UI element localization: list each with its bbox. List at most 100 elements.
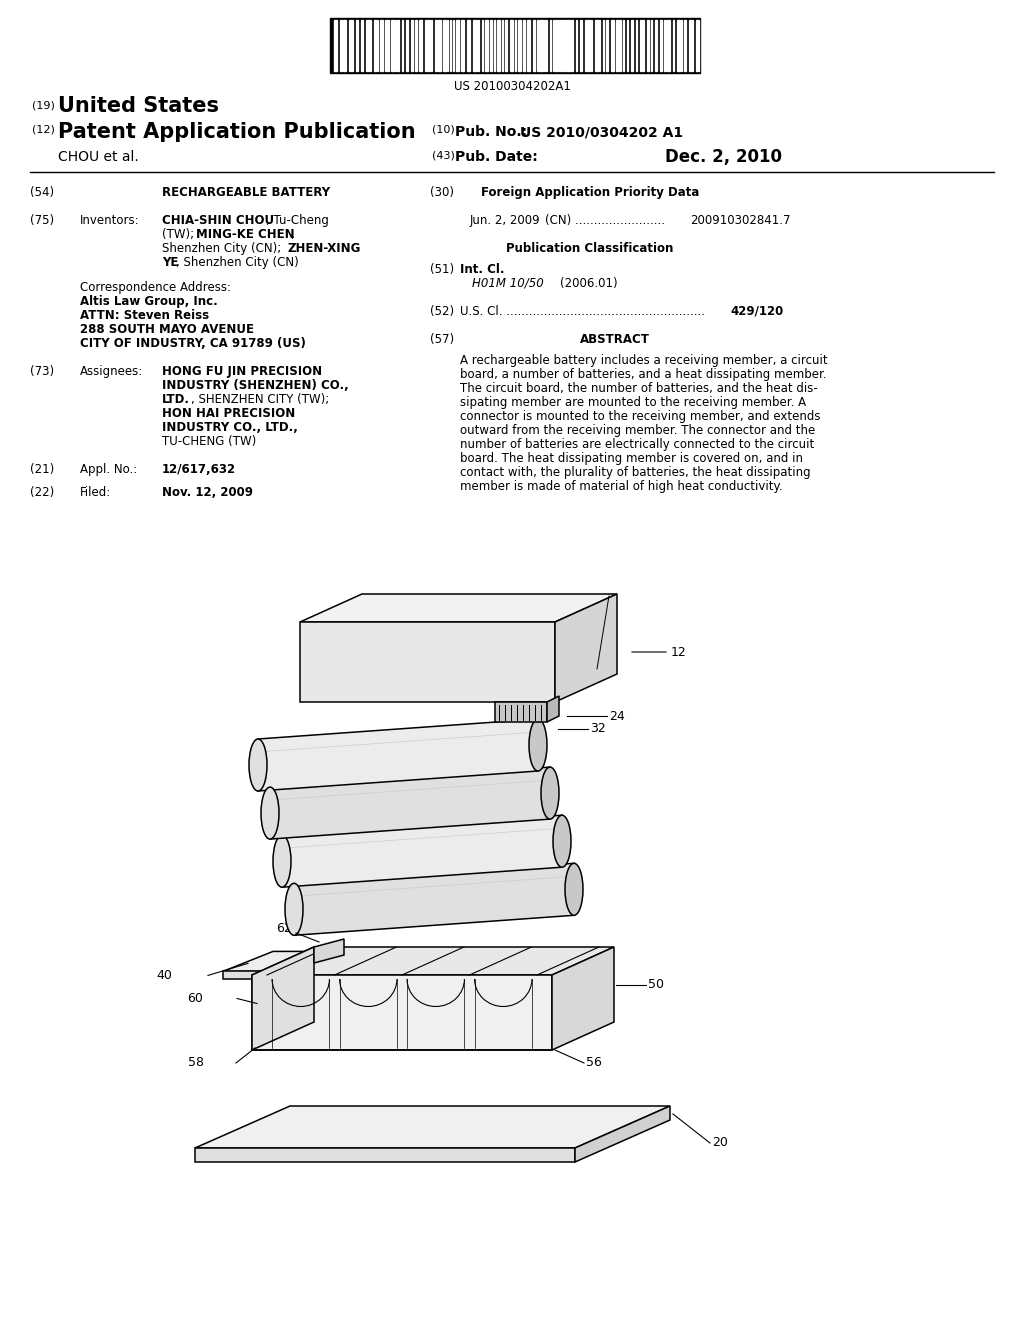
Text: Filed:: Filed: xyxy=(80,486,112,499)
Text: , SHENZHEN CITY (TW);: , SHENZHEN CITY (TW); xyxy=(191,393,330,407)
Bar xyxy=(677,20,680,71)
Bar xyxy=(494,20,495,71)
Bar xyxy=(411,20,413,71)
Bar xyxy=(667,20,670,71)
Ellipse shape xyxy=(273,836,291,887)
Text: (57): (57) xyxy=(430,333,454,346)
Polygon shape xyxy=(294,863,574,936)
Text: 429/120: 429/120 xyxy=(730,305,783,318)
Text: (10): (10) xyxy=(432,125,455,135)
Ellipse shape xyxy=(285,883,303,936)
Text: (75): (75) xyxy=(30,214,54,227)
Polygon shape xyxy=(252,946,614,975)
Ellipse shape xyxy=(261,787,279,840)
Ellipse shape xyxy=(553,816,571,867)
Bar xyxy=(688,20,690,71)
Bar xyxy=(618,20,621,71)
Bar xyxy=(374,20,376,71)
Text: INDUSTRY CO., LTD.,: INDUSTRY CO., LTD., xyxy=(162,421,298,434)
Bar xyxy=(377,20,378,71)
Text: Appl. No.:: Appl. No.: xyxy=(80,463,137,477)
Bar xyxy=(467,20,470,71)
Text: sipating member are mounted to the receiving member. A: sipating member are mounted to the recei… xyxy=(460,396,806,409)
Text: 56: 56 xyxy=(586,1056,602,1069)
Text: Shenzhen City (CN);: Shenzhen City (CN); xyxy=(162,242,285,255)
Ellipse shape xyxy=(249,739,267,791)
Ellipse shape xyxy=(565,863,583,915)
Text: (19): (19) xyxy=(32,100,55,110)
Text: HONG FU JIN PRECISION: HONG FU JIN PRECISION xyxy=(162,366,323,379)
Bar xyxy=(355,20,357,71)
Text: ZHEN-XING: ZHEN-XING xyxy=(287,242,360,255)
Bar xyxy=(567,20,570,71)
Bar xyxy=(664,20,666,71)
Bar xyxy=(514,20,516,71)
Bar xyxy=(490,20,492,71)
Bar xyxy=(370,20,371,71)
Polygon shape xyxy=(195,1106,670,1148)
Ellipse shape xyxy=(541,767,559,820)
Bar xyxy=(497,20,500,71)
Polygon shape xyxy=(575,1106,670,1162)
Bar xyxy=(334,20,337,71)
Bar xyxy=(505,20,507,71)
Text: 62: 62 xyxy=(276,923,292,936)
Polygon shape xyxy=(300,622,555,702)
Bar xyxy=(485,20,488,71)
Text: Foreign Application Priority Data: Foreign Application Priority Data xyxy=(481,186,699,199)
Text: 12: 12 xyxy=(671,645,687,659)
Text: 20: 20 xyxy=(712,1137,728,1150)
Bar xyxy=(527,20,530,71)
Text: (TW);: (TW); xyxy=(162,228,198,242)
Text: HON HAI PRECISION: HON HAI PRECISION xyxy=(162,407,295,420)
Bar xyxy=(415,20,417,71)
Text: U.S. Cl. .....................................................: U.S. Cl. ...............................… xyxy=(460,305,705,318)
Bar xyxy=(461,20,464,71)
Polygon shape xyxy=(252,946,314,1049)
Text: board. The heat dissipating member is covered on, and in: board. The heat dissipating member is co… xyxy=(460,451,803,465)
Polygon shape xyxy=(223,972,553,979)
Text: (54): (54) xyxy=(30,186,54,199)
Polygon shape xyxy=(258,719,538,791)
Ellipse shape xyxy=(529,719,547,771)
Text: LTD.: LTD. xyxy=(162,393,190,407)
Text: Correspondence Address:: Correspondence Address: xyxy=(80,281,231,294)
Text: RECHARGEABLE BATTERY: RECHARGEABLE BATTERY xyxy=(162,186,330,199)
Text: (21): (21) xyxy=(30,463,54,477)
Bar xyxy=(588,20,590,71)
Text: 12/617,632: 12/617,632 xyxy=(162,463,237,477)
Bar xyxy=(571,20,573,71)
Bar xyxy=(544,20,545,71)
Polygon shape xyxy=(314,939,344,964)
Text: Int. Cl.: Int. Cl. xyxy=(460,263,505,276)
Bar xyxy=(340,20,342,71)
Bar xyxy=(477,20,479,71)
Text: 24: 24 xyxy=(609,710,625,722)
Bar xyxy=(366,20,369,71)
Text: connector is mounted to the receiving member, and extends: connector is mounted to the receiving me… xyxy=(460,411,820,422)
Bar xyxy=(473,20,476,71)
Text: Assignees:: Assignees: xyxy=(80,366,143,379)
Text: (12): (12) xyxy=(32,125,55,135)
Text: member is made of material of high heat conductivity.: member is made of material of high heat … xyxy=(460,480,782,492)
Bar xyxy=(647,20,649,71)
Bar xyxy=(595,20,598,71)
Bar xyxy=(387,20,388,71)
Bar xyxy=(585,20,587,71)
Bar xyxy=(343,20,346,71)
Bar xyxy=(419,20,422,71)
Text: MING-KE CHEN: MING-KE CHEN xyxy=(196,228,295,242)
Text: (43): (43) xyxy=(432,150,455,160)
Bar xyxy=(591,20,592,71)
Bar xyxy=(611,20,614,71)
Text: TU-CHENG (TW): TU-CHENG (TW) xyxy=(162,436,256,449)
Polygon shape xyxy=(223,952,603,972)
Bar xyxy=(642,20,644,71)
Polygon shape xyxy=(300,594,617,622)
Text: 50: 50 xyxy=(648,978,664,991)
Bar xyxy=(606,20,608,71)
Bar xyxy=(655,20,657,71)
Polygon shape xyxy=(270,767,550,840)
Bar xyxy=(563,20,566,71)
Bar xyxy=(640,20,641,71)
